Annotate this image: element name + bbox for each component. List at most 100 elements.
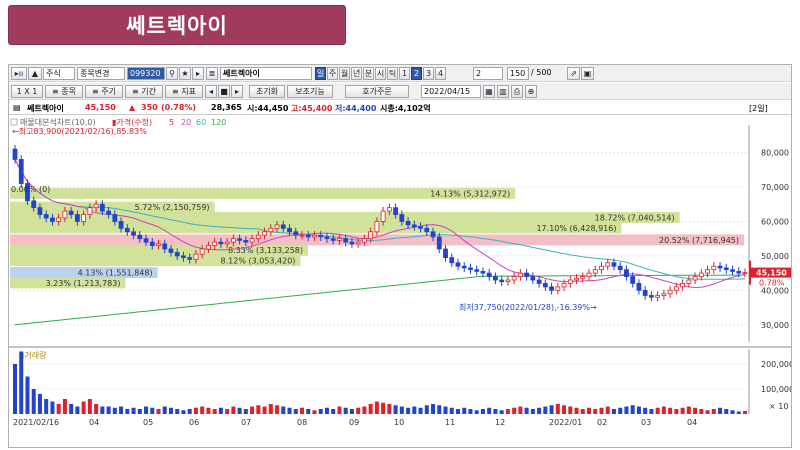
- save-icon[interactable]: ▣: [581, 67, 594, 80]
- volume-bar: [218, 407, 223, 414]
- volume-bar: [200, 406, 205, 414]
- next-icon[interactable]: ▸: [231, 85, 243, 98]
- stock-change-select[interactable]: 종목변경: [77, 67, 125, 80]
- price-chart[interactable]: 80,000 70,000 60,000 50,000 40,000 30,000 14.1…: [9, 117, 791, 430]
- count-input[interactable]: 150: [507, 67, 529, 80]
- candle-body: [224, 241, 230, 245]
- period-tab-7[interactable]: 1: [399, 67, 410, 80]
- candle-body: [380, 210, 386, 222]
- volume-bar: [636, 406, 641, 414]
- zoom-icon[interactable]: ⊕: [525, 85, 537, 98]
- panel-label: [2일]: [749, 104, 768, 113]
- candle-body: [449, 257, 455, 264]
- volume-bar: [705, 410, 710, 414]
- volume-bar: [618, 407, 623, 414]
- interval-input[interactable]: 2: [473, 67, 503, 80]
- period-tab-10[interactable]: 4: [435, 67, 446, 80]
- price-tick-label: 40,000: [761, 286, 789, 295]
- volume-bar: [25, 376, 30, 414]
- volume-bar: [449, 407, 454, 414]
- volume-bar: [318, 409, 323, 414]
- candle-body: [237, 238, 243, 241]
- print-icon[interactable]: ⎙: [511, 85, 523, 98]
- volume-bar: [611, 409, 616, 414]
- period-tab-5[interactable]: 시: [375, 67, 386, 80]
- period-tab-3[interactable]: 년: [351, 67, 362, 80]
- volume-bar: [474, 410, 479, 414]
- aux-function-button[interactable]: 보조기능: [287, 85, 333, 98]
- period-tab-6[interactable]: 틱: [387, 67, 398, 80]
- search-icon[interactable]: ⚲: [166, 67, 178, 80]
- candle-body: [649, 295, 654, 298]
- prev-icon[interactable]: ◂: [205, 85, 217, 98]
- x-tick-label: 08: [297, 418, 308, 427]
- collapse-button[interactable]: ▲: [28, 67, 42, 80]
- candle-body: [455, 262, 461, 267]
- period-tab-1[interactable]: 주: [327, 67, 338, 80]
- volume-bar: [312, 410, 317, 414]
- volume-profile-bar: [10, 222, 622, 234]
- candle-body: [511, 276, 517, 281]
- volume-bar: [499, 410, 504, 414]
- volume-bar: [13, 364, 17, 414]
- market-type-select[interactable]: 주식: [43, 67, 75, 80]
- list-icon[interactable]: ≣: [206, 67, 218, 80]
- candle-body: [18, 159, 24, 184]
- candle-body: [274, 224, 280, 229]
- volume-bar: [131, 407, 136, 414]
- quote-open: 시:44,450: [247, 104, 289, 113]
- volume-profile-label: 8.12% (3,053,420): [221, 257, 296, 266]
- range-menu-button[interactable]: ≡ 기간: [125, 85, 163, 98]
- candle-body: [106, 210, 111, 215]
- arrow-icon[interactable]: ▸: [192, 67, 204, 80]
- volume-bar: [605, 406, 610, 414]
- volume-bar: [699, 409, 704, 414]
- candle-body: [517, 272, 523, 277]
- stock-menu-button[interactable]: ≡ 종목: [45, 85, 83, 98]
- x-tick-label: 03: [641, 418, 652, 427]
- date-input[interactable]: 2022/04/15: [421, 85, 481, 98]
- period-tab-4[interactable]: 분: [363, 67, 374, 80]
- volume-profile-label: 3.23% (1,213,783): [46, 279, 121, 288]
- candle-body: [337, 238, 342, 241]
- calendar-icon[interactable]: ▦: [483, 85, 495, 98]
- candle-body: [212, 241, 218, 246]
- expand-button[interactable]: ▸ıı: [11, 67, 27, 80]
- volume-bar: [718, 407, 723, 414]
- volume-bar: [349, 409, 354, 414]
- candle-body: [555, 286, 561, 291]
- candle-body: [362, 238, 367, 243]
- volume-bar: [655, 407, 660, 414]
- volume-bar: [505, 409, 510, 414]
- grid-icon[interactable]: ▥: [497, 85, 509, 98]
- volume-profile-label: 5.72% (2,150,759): [135, 203, 210, 212]
- period-tab-2[interactable]: 월: [339, 67, 350, 80]
- period-tab-9[interactable]: 3: [423, 67, 434, 80]
- period-menu-button[interactable]: ≡ 주기: [85, 85, 123, 98]
- volume-profile-label: 4.13% (1,551,848): [78, 269, 153, 278]
- candle-body: [206, 245, 211, 250]
- period-tab-8[interactable]: 2: [411, 67, 422, 80]
- reset-button[interactable]: 초기화: [249, 85, 285, 98]
- candle-body: [624, 269, 629, 277]
- order-button[interactable]: 호가주문: [345, 85, 409, 98]
- volume-bar: [680, 407, 685, 414]
- indicator-menu-button[interactable]: ≡ 지표: [165, 85, 203, 98]
- legend-ma5: 5: [169, 118, 174, 127]
- current-price-tag: [751, 267, 791, 278]
- stop-icon[interactable]: ■: [218, 85, 230, 98]
- ma120-line: [14, 274, 746, 326]
- legend-box: [10, 118, 18, 126]
- period-tab-0[interactable]: 일: [315, 67, 326, 80]
- layout-button[interactable]: 1 X 1: [11, 85, 43, 98]
- volume-bar: [730, 410, 735, 414]
- candle-body: [56, 217, 62, 222]
- candle-body: [630, 276, 636, 284]
- current-price-label: 45,150: [756, 269, 787, 278]
- star-icon[interactable]: ★: [179, 67, 191, 80]
- export-icon[interactable]: ⇗: [567, 67, 580, 80]
- stock-code-input[interactable]: 099320: [127, 67, 165, 80]
- candle-body: [723, 267, 729, 271]
- volume-bar: [736, 411, 741, 414]
- volume-bar: [150, 407, 155, 414]
